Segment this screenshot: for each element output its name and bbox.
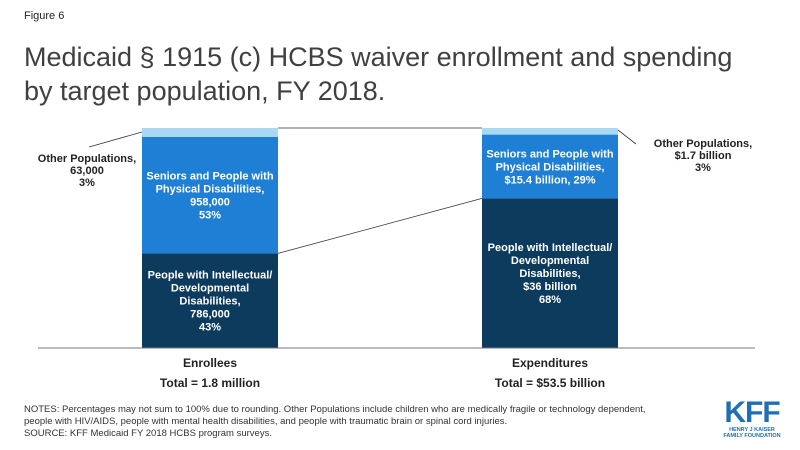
notes: NOTES: Percentages may not sum to 100% d… [24, 404, 704, 440]
logo-line-2: FAMILY FOUNDATION [723, 433, 781, 439]
chart-title: Medicaid § 1915 (c) HCBS waiver enrollme… [24, 40, 774, 108]
source-line: SOURCE: KFF Medicaid FY 2018 HCBS progra… [24, 428, 272, 439]
bar-seniors-1 [482, 134, 618, 199]
connector-lines [277, 127, 483, 254]
kff-logo: KFF HENRY J KAISER FAMILY FOUNDATION [722, 396, 782, 440]
category-total-0: Total = 1.8 million [160, 376, 260, 390]
leader-other-1 [617, 129, 637, 145]
bar-other-0 [142, 128, 278, 137]
bar-seniors-0 [142, 136, 278, 254]
category-total-1: Total = $53.5 billion [495, 376, 605, 390]
bar-other-1 [482, 128, 618, 135]
chart-title-line-2: by target population, FY 2018. [24, 76, 386, 106]
label-other-1: Other Populations, $1.7 billion 3% [654, 138, 752, 174]
label-idd-1: People with Intellectual/Developmental Di… [488, 242, 613, 306]
bar-idd-0 [142, 253, 278, 348]
leader-other-0 [88, 131, 143, 148]
label-seniors-1: Seniors and People with Physical Disabili… [486, 149, 613, 187]
bar-idd-1 [482, 198, 618, 348]
notes-line-1: NOTES: Percentages may not sum to 100% d… [24, 404, 646, 415]
label-other-0: Other Populations, 63,000 3% [38, 153, 136, 189]
notes-line-2: people with HIV/AIDS, people with mental… [24, 416, 508, 427]
category-label-0: Enrollees [183, 356, 237, 370]
figure-label: Figure 6 [24, 10, 65, 22]
connector-idd [277, 198, 483, 254]
stacked-bar-chart: People with Intellectual/Developmental Di… [38, 127, 755, 390]
label-idd-0: People with Intellectual/Developmental Di… [148, 270, 273, 334]
logo-line-1: HENRY J KAISER [729, 427, 775, 433]
label-seniors-0: Seniors and People with Physical Disabili… [146, 171, 273, 222]
category-label-1: Expenditures [512, 356, 588, 370]
logo-mark: KFF [724, 396, 780, 429]
chart-title-line-1: Medicaid § 1915 (c) HCBS waiver enrollme… [24, 42, 733, 72]
